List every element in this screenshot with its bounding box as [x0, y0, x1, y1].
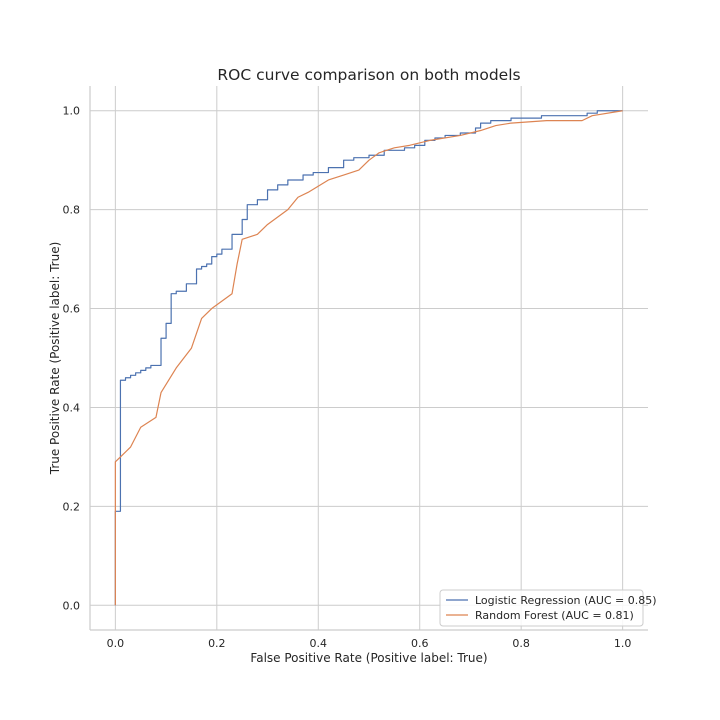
x-tick-label: 0.4	[310, 637, 328, 650]
y-axis-title: True Positive Rate (Positive label: True…	[48, 242, 62, 476]
y-tick-labels: 0.0 0.2 0.4 0.6 0.8 1.0	[63, 105, 81, 613]
x-tick-label: 0.0	[107, 637, 125, 650]
y-tick-label: 0.6	[63, 303, 81, 316]
x-tick-label: 1.0	[614, 637, 632, 650]
legend-box	[439, 589, 644, 627]
random-forest-roc-line	[114, 110, 623, 606]
x-tick-labels: 0.0 0.2 0.4 0.6 0.8 1.0	[107, 637, 632, 650]
y-tick-label: 0.4	[63, 401, 81, 414]
grid	[90, 86, 648, 630]
legend-label-logistic-regression: Logistic Regression (AUC = 0.85)	[475, 594, 657, 607]
x-axis-title: False Positive Rate (Positive label: Tru…	[250, 651, 487, 665]
series-group	[114, 110, 623, 606]
x-tick-label: 0.2	[208, 637, 226, 650]
x-tick-label: 0.6	[411, 637, 429, 650]
y-tick-label: 0.8	[63, 204, 81, 217]
x-tick-label: 0.8	[512, 637, 530, 650]
chart-title: ROC curve comparison on both models	[217, 66, 520, 84]
y-tick-label: 0.2	[63, 500, 81, 513]
y-tick-label: 0.0	[63, 599, 81, 612]
y-tick-label: 1.0	[63, 105, 81, 118]
plot-area	[90, 86, 648, 630]
legend: Logistic Regression (AUC = 0.85) Random …	[439, 589, 657, 627]
axis-spines	[89, 86, 648, 631]
logistic-regression-roc-line	[114, 110, 623, 606]
legend-label-random-forest: Random Forest (AUC = 0.81)	[475, 609, 634, 622]
